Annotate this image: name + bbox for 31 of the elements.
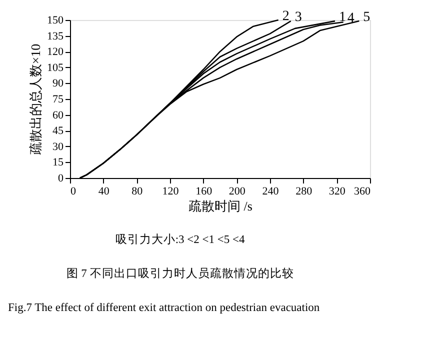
- y-tick-label: 60: [52, 109, 64, 122]
- y-tick-label: 30: [52, 140, 64, 153]
- y-tick-label: 150: [47, 14, 64, 26]
- y-tick-label: 90: [52, 78, 64, 90]
- y-tick-label: 0: [58, 172, 64, 184]
- x-tick-label: 320: [328, 186, 346, 198]
- y-tick-label: 120: [47, 46, 64, 58]
- y-tick-label: 105: [47, 62, 64, 74]
- x-tick-label: 240: [262, 186, 280, 198]
- series-label: 5: [363, 10, 370, 26]
- y-tick-label: 135: [47, 30, 64, 42]
- y-tick-label: 45: [52, 125, 64, 138]
- x-tick-label: 280: [296, 186, 313, 198]
- series-label: 1: [339, 10, 346, 26]
- text: 吸引力大小:3 <2 <1 <5 <4: [115, 233, 245, 246]
- caption: Fig.7 The effect of different exit attraction on pedestrian evacuation: [8, 302, 320, 314]
- x-tick-label: 160: [196, 186, 213, 198]
- caption: 图 7 不同出口吸引力时人员疏散情况的比较: [66, 266, 294, 280]
- series-label: 3: [294, 10, 302, 26]
- y-axis-title: 疏散出的总人数×10: [28, 44, 43, 156]
- series-label: 2: [282, 9, 290, 24]
- y-tick-label: 75: [52, 94, 64, 106]
- x-tick-label: 120: [162, 186, 180, 198]
- x-tick-label: 40: [98, 186, 110, 198]
- x-tick-label: 360: [354, 186, 371, 198]
- x-axis-title: 疏散时间 /s: [188, 198, 252, 214]
- series-label: 4: [347, 11, 354, 26]
- x-tick-label: 0: [70, 186, 76, 198]
- x-tick-label: 200: [228, 186, 246, 198]
- x-tick-label: 80: [132, 186, 144, 198]
- y-tick-label: 15: [52, 156, 64, 169]
